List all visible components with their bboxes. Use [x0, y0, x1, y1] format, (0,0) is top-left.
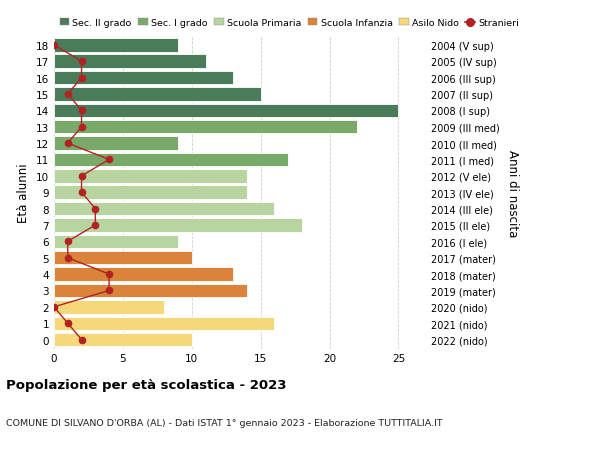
Bar: [54, 284, 247, 297]
Legend: Sec. II grado, Sec. I grado, Scuola Primaria, Scuola Infanzia, Asilo Nido, Stran: Sec. II grado, Sec. I grado, Scuola Prim…: [59, 18, 520, 29]
Bar: [54, 104, 398, 118]
Bar: [54, 39, 178, 52]
Bar: [54, 252, 192, 265]
Text: COMUNE DI SILVANO D'ORBA (AL) - Dati ISTAT 1° gennaio 2023 - Elaborazione TUTTIT: COMUNE DI SILVANO D'ORBA (AL) - Dati IST…: [6, 418, 443, 427]
Bar: [54, 202, 274, 216]
Bar: [54, 301, 164, 314]
Y-axis label: Anni di nascita: Anni di nascita: [506, 149, 519, 236]
Bar: [54, 56, 206, 69]
Bar: [54, 333, 192, 347]
Bar: [54, 268, 233, 281]
Bar: [54, 121, 357, 134]
Bar: [54, 219, 302, 232]
Bar: [54, 88, 260, 101]
Bar: [54, 137, 178, 151]
Y-axis label: Età alunni: Età alunni: [17, 163, 31, 223]
Bar: [54, 317, 274, 330]
Bar: [54, 72, 233, 85]
Bar: [54, 186, 247, 200]
Bar: [54, 153, 288, 167]
Bar: [54, 170, 247, 183]
Text: Popolazione per età scolastica - 2023: Popolazione per età scolastica - 2023: [6, 379, 287, 392]
Bar: [54, 235, 178, 248]
